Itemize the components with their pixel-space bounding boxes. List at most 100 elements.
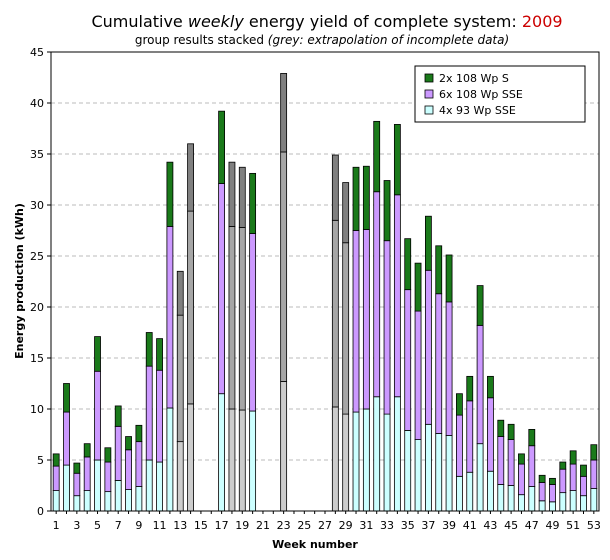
x-axis-ticks: 1 3 5 7 9 11 13 15 17 19 21 23 25 27 29 31 33 35 37 39 41 43 4… — [53, 511, 601, 532]
legend-label-s2x108: 2x 108 Wp S — [439, 72, 509, 85]
x-tick-label: 35 — [401, 519, 415, 532]
bar-segment-week-33-s6x108 — [383, 240, 391, 415]
y-tick-label: 40 — [30, 97, 44, 110]
bar-segment-week-52-s4x93 — [580, 495, 587, 512]
y-tick-label: 15 — [30, 352, 44, 365]
x-tick-label: 19 — [235, 519, 249, 532]
bar-segment-week-2-s2x108 — [63, 383, 70, 413]
bar-segment-week-11-s2x108 — [156, 338, 163, 371]
bar-segment-week-5-s2x108 — [94, 336, 101, 372]
x-tick-label: 7 — [115, 519, 122, 532]
bar-segment-week-1-s2x108 — [52, 453, 60, 467]
legend-label-s4x93: 4x 93 Wp SSE — [439, 104, 516, 117]
bar-segment-week-46-s2x108 — [518, 453, 525, 465]
bar-segment-week-40-s2x108 — [456, 393, 463, 416]
bar-segment-week-49-s4x93 — [549, 501, 556, 512]
bar-segment-week-8-s2x108 — [125, 436, 132, 451]
bar-segment-week-12-s6x108 — [166, 226, 174, 409]
bar-segment-week-12-s2x108 — [166, 161, 174, 227]
title-year: 2009 — [522, 12, 563, 31]
bar-segment-week-3-s2x108 — [73, 462, 81, 474]
bar-segment-week-45-s6x108 — [507, 439, 515, 486]
x-tick-label: 31 — [359, 519, 373, 532]
bar-segment-week-34-s6x108 — [393, 194, 401, 398]
bar-segment-week-51-s2x108 — [569, 450, 577, 465]
bar-segment-week-38-s2x108 — [435, 245, 443, 295]
bar-segment-week-37-s4x93 — [424, 423, 432, 512]
x-tick-label: 9 — [135, 519, 142, 532]
bar-segment-week-14-s6x108 — [187, 210, 194, 405]
bar-segment-week-4-s4x93 — [83, 490, 91, 512]
bar-segment-week-50-s2x108 — [559, 461, 567, 470]
gridlines — [51, 102, 599, 461]
x-tick-label: 45 — [504, 519, 518, 532]
bar-segment-week-40-s4x93 — [456, 475, 463, 512]
bar-segment-week-32-s2x108 — [373, 120, 381, 193]
bar-segment-week-32-s4x93 — [373, 396, 381, 512]
y-tick-label: 10 — [30, 403, 44, 416]
subtitle-emphasis: (grey: extrapolation of incomplete data) — [268, 33, 509, 47]
bar-segment-week-6-s4x93 — [104, 491, 112, 512]
bar-segment-week-44-s4x93 — [497, 484, 505, 512]
x-tick-label: 29 — [339, 519, 353, 532]
bar-segment-week-9-s2x108 — [135, 424, 143, 443]
bar-segment-week-30-s4x93 — [352, 411, 360, 512]
bar-segment-week-53-s6x108 — [590, 459, 598, 489]
bar-segment-week-4-s2x108 — [83, 443, 91, 458]
bar-segment-week-42-s2x108 — [476, 285, 484, 326]
x-tick-label: 47 — [525, 519, 539, 532]
bar-segment-week-45-s2x108 — [507, 423, 515, 440]
bar-segment-week-18-s6x108 — [228, 226, 236, 410]
bar-segment-week-41-s2x108 — [466, 375, 474, 402]
bar-segment-week-8-s4x93 — [125, 489, 132, 512]
x-tick-label: 1 — [53, 519, 60, 532]
bar-segment-week-23-s4x93 — [280, 381, 288, 512]
bar-segment-week-35-s2x108 — [404, 238, 412, 291]
bar-segment-week-30-s6x108 — [352, 230, 360, 413]
bar-segment-week-44-s2x108 — [497, 419, 505, 437]
bar-segment-week-47-s2x108 — [528, 428, 536, 447]
legend-label-s6x108: 6x 108 Wp SSE — [439, 88, 523, 101]
bar-segment-week-1-s6x108 — [52, 465, 60, 491]
bar-segment-week-2-s4x93 — [63, 464, 70, 512]
y-tick-label: 30 — [30, 199, 44, 212]
bar-segment-week-20-s2x108 — [249, 172, 257, 234]
bar-segment-week-52-s2x108 — [580, 464, 587, 477]
bar-segment-week-5-s4x93 — [94, 459, 101, 512]
bar-segment-week-40-s6x108 — [456, 414, 463, 477]
bar-segment-week-51-s6x108 — [569, 463, 577, 491]
bar-segment-week-53-s2x108 — [590, 444, 598, 461]
y-axis-label: Energy production (kWh) — [13, 203, 26, 359]
bar-segment-week-13-s4x93 — [176, 441, 184, 512]
x-tick-label: 39 — [442, 519, 456, 532]
bar-segment-week-49-s6x108 — [549, 484, 556, 503]
x-tick-label: 41 — [463, 519, 477, 532]
bar-segment-week-10-s2x108 — [145, 332, 153, 367]
title-prefix: Cumulative — [91, 12, 187, 31]
bar-segment-week-17-s2x108 — [218, 110, 226, 184]
bar-segment-week-10-s4x93 — [145, 459, 153, 512]
bar-segment-week-35-s6x108 — [404, 289, 412, 431]
bar-segment-week-28-s2x108 — [331, 154, 339, 221]
bar-segment-week-33-s4x93 — [383, 413, 391, 512]
bar-segment-week-28-s6x108 — [331, 219, 339, 408]
legend: 2x 108 Wp S 6x 108 Wp SSE 4x 93 Wp SSE — [414, 65, 586, 123]
chart-subtitle: group results stacked (grey: extrapolati… — [135, 33, 509, 47]
y-axis-ticks: 0 5 10 15 20 25 30 35 40 45 — [30, 46, 51, 518]
bar-segment-week-46-s4x93 — [518, 494, 525, 512]
y-tick-label: 45 — [30, 46, 44, 59]
bar-segment-week-50-s6x108 — [559, 468, 567, 494]
bar-segment-week-30-s2x108 — [352, 166, 360, 231]
x-tick-label: 11 — [153, 519, 167, 532]
bar-segment-week-29-s6x108 — [342, 242, 350, 415]
bar-segment-week-7-s4x93 — [114, 479, 122, 512]
x-tick-label: 21 — [256, 519, 270, 532]
bar-segment-week-41-s6x108 — [466, 400, 474, 473]
bar-segment-week-48-s2x108 — [538, 474, 546, 483]
bar-segment-week-17-s4x93 — [218, 393, 226, 512]
bar-segment-week-43-s6x108 — [487, 397, 494, 472]
bar-segment-week-14-s2x108 — [187, 143, 194, 212]
bar-segment-week-8-s6x108 — [125, 449, 132, 490]
bar-segment-week-44-s6x108 — [497, 436, 505, 485]
